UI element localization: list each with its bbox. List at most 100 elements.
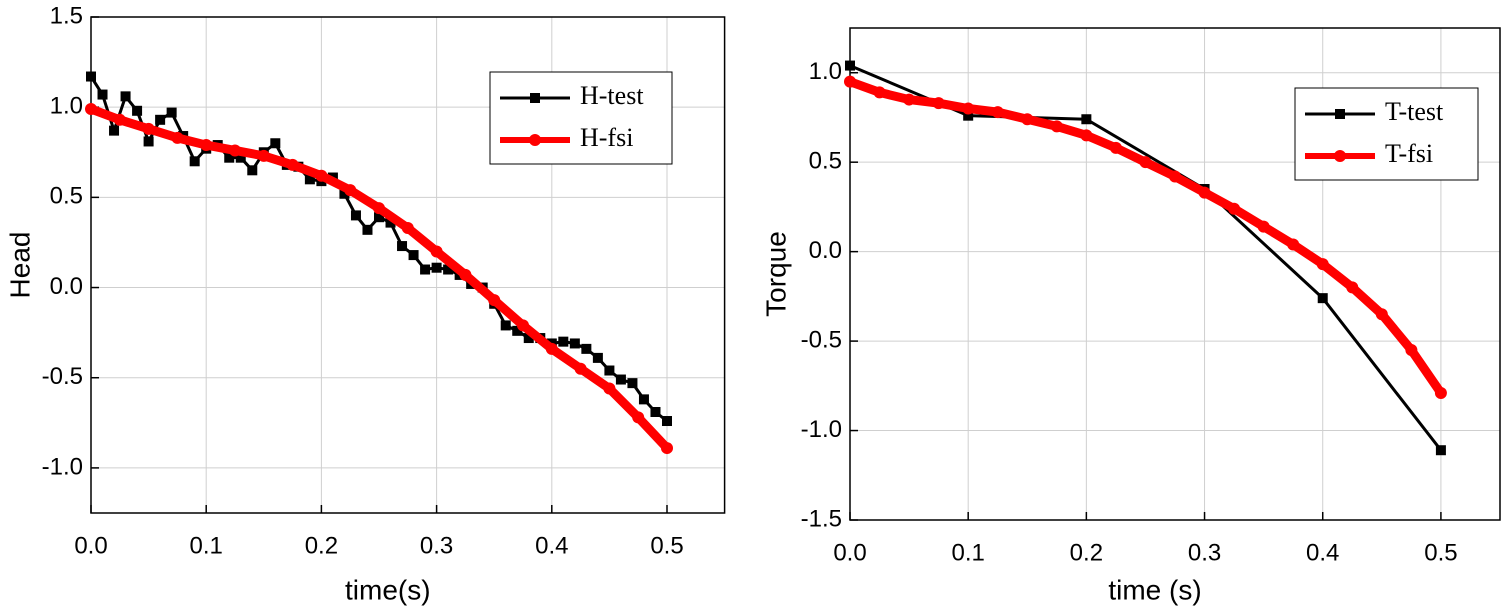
marker: [86, 71, 96, 82]
marker: [350, 210, 361, 221]
marker: [844, 75, 856, 88]
marker: [500, 320, 511, 331]
y-tick-label: -1.5: [801, 505, 842, 532]
y-tick-label: 0.0: [50, 273, 83, 300]
y-tick-label: 0.0: [809, 237, 842, 264]
marker: [286, 158, 299, 171]
marker: [229, 144, 241, 157]
x-axis-label: time (s): [1108, 574, 1201, 605]
plot-frame: [849, 27, 1501, 521]
x-tick-label: 0.5: [1424, 539, 1457, 566]
marker: [1198, 186, 1211, 199]
marker: [1080, 129, 1093, 142]
marker: [113, 113, 126, 126]
x-tick-label: 0.1: [951, 539, 984, 566]
marker: [431, 262, 442, 273]
legend-marker: [1334, 150, 1346, 162]
marker: [339, 188, 350, 199]
y-tick-label: 1.5: [50, 2, 83, 29]
x-axis-label: time(s): [345, 574, 431, 605]
marker: [661, 442, 673, 455]
marker: [592, 352, 603, 363]
marker: [132, 105, 143, 116]
marker: [603, 382, 616, 395]
marker: [1050, 120, 1063, 133]
legend-label: H-fsi: [580, 123, 633, 152]
marker: [1021, 113, 1034, 126]
y-tick-label: 0.5: [50, 183, 83, 210]
marker: [488, 294, 501, 307]
plot-frame: [90, 16, 726, 514]
marker: [315, 169, 328, 182]
marker: [574, 362, 587, 375]
x-tick-label: 0.5: [650, 532, 683, 559]
marker: [1346, 281, 1359, 294]
marker: [120, 91, 131, 102]
y-axis-label: Torque: [760, 231, 791, 317]
marker: [200, 139, 213, 152]
marker: [304, 174, 315, 185]
marker: [873, 86, 886, 99]
marker: [512, 325, 523, 336]
marker: [604, 365, 615, 376]
marker: [932, 97, 945, 110]
marker: [1435, 445, 1446, 456]
marker: [615, 374, 626, 385]
marker: [257, 149, 270, 162]
x-tick-label: 0.0: [833, 539, 866, 566]
marker: [171, 131, 184, 144]
x-tick-label: 0.2: [1070, 539, 1103, 566]
marker: [420, 264, 431, 275]
y-tick-label: 0.5: [809, 148, 842, 175]
x-tick-label: 0.2: [305, 532, 338, 559]
y-tick-label: -1.0: [801, 416, 842, 443]
marker: [1375, 308, 1388, 321]
marker: [401, 222, 414, 235]
marker: [85, 102, 97, 115]
marker: [963, 110, 974, 121]
marker: [166, 107, 177, 118]
marker: [373, 202, 385, 215]
marker: [517, 319, 529, 332]
legend-label: T-fsi: [1385, 139, 1433, 168]
legend-box: [1294, 87, 1479, 181]
subplot: -1.5 -1.0 -0.5 0.0 0.5 1.0 0.0 0.1 0.2 0.3 0.4 0.5 t…: [760, 27, 1501, 605]
marker: [247, 165, 258, 176]
marker: [270, 138, 281, 149]
marker: [581, 343, 592, 354]
marker: [459, 268, 472, 281]
marker: [1317, 293, 1328, 304]
marker: [1257, 220, 1270, 233]
marker: [1316, 258, 1329, 271]
marker: [1169, 170, 1181, 183]
y-tick-label: 1.0: [50, 93, 83, 120]
y-tick-label: -0.5: [42, 363, 83, 390]
marker: [569, 338, 580, 349]
y-tick-label: 1.0: [809, 58, 842, 85]
x-tick-label: 0.3: [1188, 539, 1221, 566]
marker: [189, 156, 200, 167]
marker: [903, 93, 916, 106]
marker: [1228, 202, 1241, 215]
x-tick-label: 0.4: [1306, 539, 1339, 566]
y-tick-label: -0.5: [801, 326, 842, 353]
x-tick-label: 0.3: [420, 532, 453, 559]
marker: [662, 416, 672, 427]
marker: [97, 89, 108, 100]
marker: [385, 217, 396, 228]
marker: [1081, 114, 1092, 125]
marker: [845, 60, 855, 71]
marker: [344, 184, 357, 197]
marker: [443, 264, 454, 275]
marker: [1405, 344, 1418, 357]
marker: [1287, 238, 1300, 251]
y-axis-label: Head: [4, 232, 35, 299]
marker: [142, 122, 155, 135]
subplot: -1.0 -0.5 0.0 0.5 1.0 1.5 0.0 0.1 0.2 0.3 0.4 0.5 ti…: [4, 2, 726, 605]
legend-label: H-test: [580, 81, 644, 110]
x-tick-label: 0.4: [535, 532, 568, 559]
marker: [523, 333, 534, 344]
legend-marker: [530, 93, 540, 103]
marker: [1434, 386, 1447, 399]
marker: [650, 406, 661, 417]
